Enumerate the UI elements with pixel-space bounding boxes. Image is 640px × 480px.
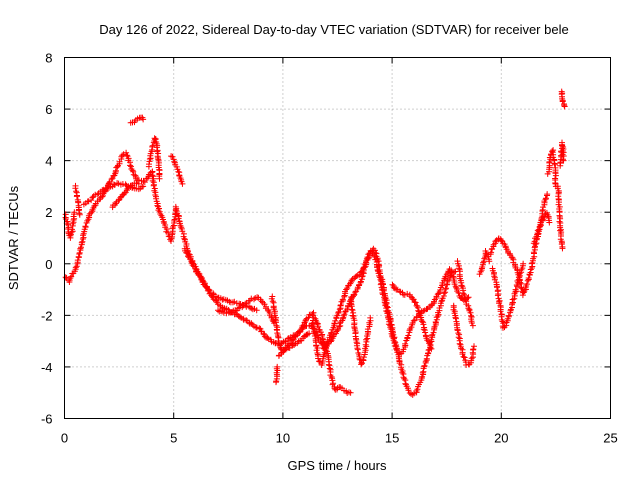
y-tick-label: 2 [45,205,52,220]
y-tick-label: -2 [41,308,53,323]
y-tick-label: -4 [41,360,53,375]
x-tick-label: 0 [61,431,68,446]
x-axis-label: GPS time / hours [288,458,387,473]
y-tick-label: -6 [41,412,53,427]
x-tick-label: 5 [170,431,177,446]
y-tick-label: 0 [45,257,52,272]
chart-title: Day 126 of 2022, Sidereal Day-to-day VTE… [99,22,568,37]
x-tick-label: 20 [494,431,508,446]
x-tick-label: 10 [276,431,290,446]
x-tick-label: 15 [385,431,399,446]
chart-background [0,0,640,480]
x-tick-label: 25 [603,431,617,446]
y-tick-label: 4 [45,154,52,169]
y-tick-label: 8 [45,51,52,66]
y-axis-label: SDTVAR / TECUs [6,185,21,290]
chart: Day 126 of 2022, Sidereal Day-to-day VTE… [0,0,640,480]
y-tick-label: 6 [45,102,52,117]
